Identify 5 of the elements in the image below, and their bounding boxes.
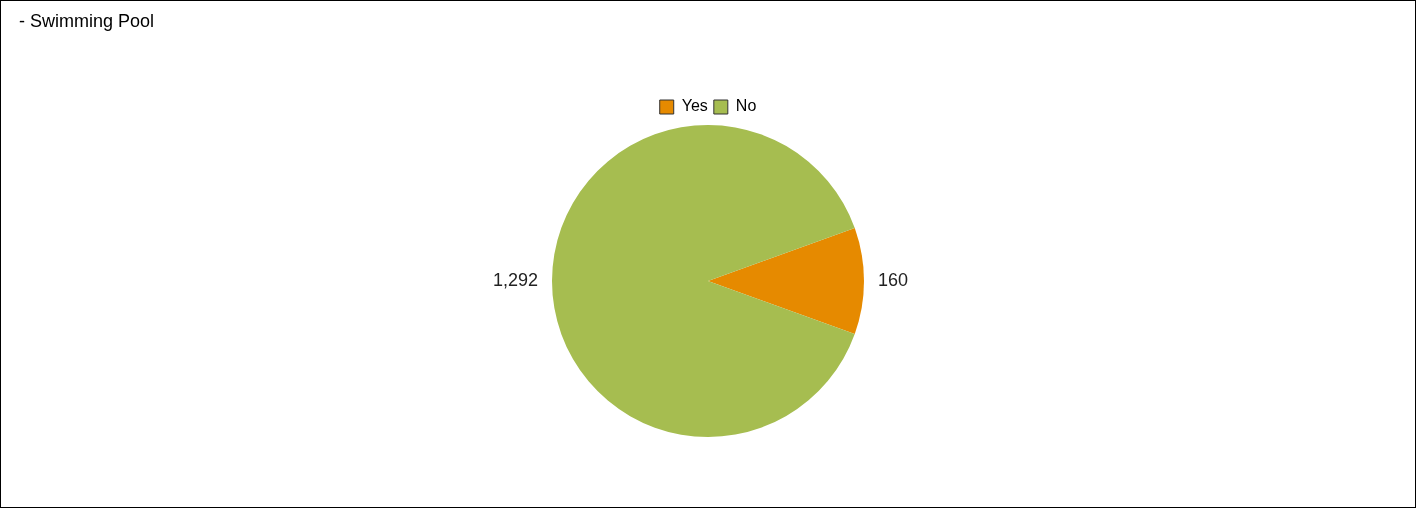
legend-label: Yes	[681, 97, 708, 115]
data-label: 160	[878, 269, 909, 290]
text: - Swimming Pool	[19, 11, 155, 32]
legend-label: No	[735, 97, 757, 115]
data-label: 1,292	[492, 269, 538, 290]
